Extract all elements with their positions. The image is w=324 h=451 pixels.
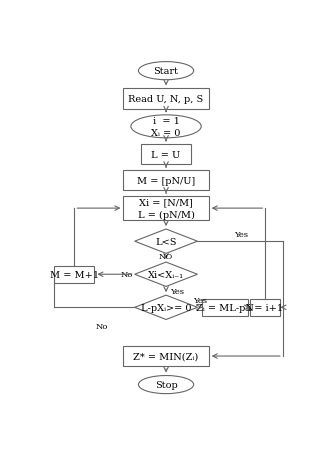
FancyBboxPatch shape [141,145,191,165]
FancyBboxPatch shape [123,197,209,221]
Polygon shape [135,262,197,287]
FancyBboxPatch shape [54,266,95,283]
FancyBboxPatch shape [123,346,209,366]
FancyBboxPatch shape [202,299,248,316]
Text: Start: Start [154,67,179,76]
Text: NO: NO [159,253,173,260]
Text: L-pXᵢ>= 0: L-pXᵢ>= 0 [141,303,191,312]
Text: i = i+1: i = i+1 [248,303,283,312]
Text: Zᵢ = ML-pN: Zᵢ = ML-pN [196,303,254,312]
Text: Xi<Xᵢ₋₁: Xi<Xᵢ₋₁ [148,270,184,279]
Text: Yes: Yes [193,296,207,304]
Text: L<S: L<S [155,237,177,246]
Polygon shape [135,295,197,320]
FancyBboxPatch shape [123,89,209,109]
Text: Z* = MIN(Zᵢ): Z* = MIN(Zᵢ) [133,352,199,361]
Polygon shape [135,230,197,254]
Text: No: No [121,271,133,279]
Text: Xi = [N/M]
L = (pN/M): Xi = [N/M] L = (pN/M) [138,198,194,219]
Text: No: No [96,322,108,330]
Ellipse shape [138,62,194,81]
Ellipse shape [138,376,194,394]
Text: i  = 1
Xᵢ = 0: i = 1 Xᵢ = 0 [151,117,181,138]
Text: M = M+1: M = M+1 [50,270,99,279]
FancyBboxPatch shape [250,299,280,316]
Text: Stop: Stop [155,380,178,389]
FancyBboxPatch shape [123,171,209,191]
Text: Read U, N, p, S: Read U, N, p, S [128,95,204,104]
Ellipse shape [131,115,201,138]
Text: L = U: L = U [151,150,181,159]
Text: Yes: Yes [170,287,184,295]
Text: Yes: Yes [234,230,249,238]
Text: M = [pN/U]: M = [pN/U] [137,176,195,185]
